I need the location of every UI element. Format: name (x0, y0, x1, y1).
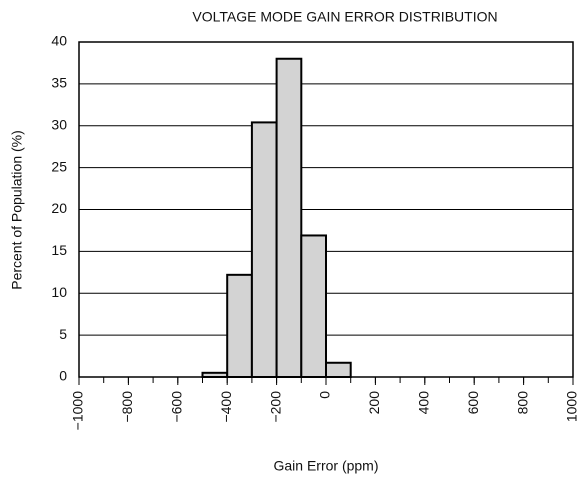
plot-frame (78, 41, 574, 378)
y-tick-label: 15 (51, 242, 67, 258)
y-tick-label: 35 (51, 75, 67, 91)
x-tick-label: 1000 (564, 391, 579, 422)
x-tick-label: −200 (267, 391, 283, 423)
x-tick-label: −800 (119, 391, 135, 423)
y-tick-label: 40 (51, 33, 67, 49)
x-tick-label: 600 (465, 391, 481, 415)
bar (300, 234, 327, 378)
x-tick-label: 0 (317, 391, 333, 399)
y-tick-label: 25 (51, 158, 67, 174)
bar (250, 121, 278, 379)
y-tick-label: 5 (59, 326, 67, 342)
x-tick-label: 800 (514, 391, 530, 415)
bar (325, 361, 352, 379)
chart-title: VOLTAGE MODE GAIN ERROR DISTRIBUTION (192, 9, 497, 25)
x-tick-label: −600 (169, 391, 185, 423)
x-tick-label: 400 (416, 391, 432, 415)
x-tick-label: 200 (366, 391, 382, 415)
x-tick-label: −1000 (70, 391, 86, 431)
y-tick-label: 10 (51, 284, 67, 300)
y-axis-label: Percent of Population (%) (9, 130, 25, 290)
y-tick-label: 20 (51, 200, 67, 216)
x-axis-label: Gain Error (ppm) (273, 458, 378, 474)
x-tick-label: −400 (218, 391, 234, 423)
y-tick-label: 30 (51, 116, 67, 132)
bar (226, 273, 253, 379)
bar (275, 57, 303, 378)
y-tick-label: 0 (59, 368, 67, 384)
